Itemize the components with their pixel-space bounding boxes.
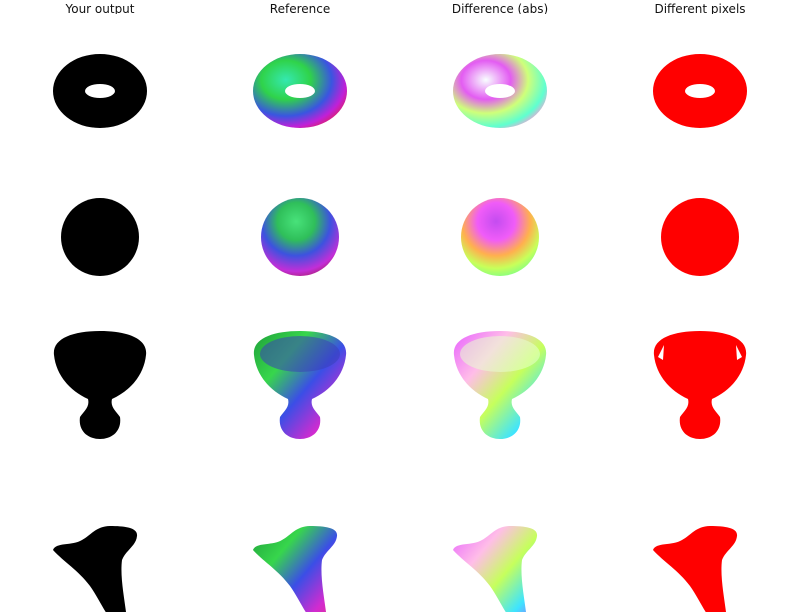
row-goblet: [53, 331, 747, 439]
row-bent-cone: [53, 526, 738, 612]
output-goblet: [53, 331, 147, 439]
different-pixels-sphere: [661, 198, 739, 276]
column-title-difference: Difference (abs): [451, 2, 549, 14]
column-title-output: Your output: [65, 2, 135, 14]
reference-goblet-bowl-inner: [260, 336, 340, 372]
reference-torus: [253, 53, 347, 129]
output-torus: [52, 53, 147, 129]
column-title-reference: Reference: [269, 2, 331, 14]
column-title-different-pixels: Different pixels: [654, 2, 746, 14]
different-pixels-goblet-gap-left: [658, 345, 664, 360]
output-sphere: [61, 198, 139, 276]
difference-goblet-bowl-inner: [460, 336, 540, 372]
different-pixels-goblet: [653, 331, 747, 439]
different-pixels-torus: [653, 53, 747, 129]
reference-sphere: [261, 198, 339, 276]
row-torus: [52, 53, 747, 129]
reference-bent-cone: [253, 526, 338, 612]
row-sphere: [61, 198, 739, 276]
difference-torus: [453, 53, 547, 129]
output-bent-cone: [53, 526, 138, 612]
difference-sphere: [461, 198, 539, 276]
different-pixels-goblet-gap-right: [736, 345, 742, 360]
different-pixels-bent-cone: [653, 526, 738, 612]
difference-bent-cone: [453, 526, 538, 612]
